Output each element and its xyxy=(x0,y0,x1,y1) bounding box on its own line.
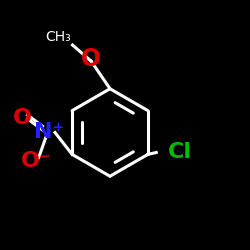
Text: O: O xyxy=(13,108,32,128)
Text: CH₃: CH₃ xyxy=(46,30,71,44)
Text: O: O xyxy=(81,47,101,71)
Text: O⁻: O⁻ xyxy=(21,151,52,171)
Text: N⁺: N⁺ xyxy=(34,122,64,142)
Text: Cl: Cl xyxy=(168,142,192,163)
